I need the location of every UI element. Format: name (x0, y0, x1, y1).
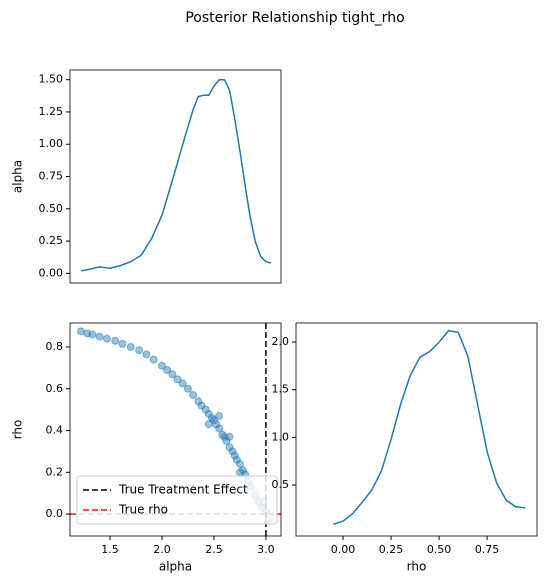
x-tick-label: 0.50 (427, 543, 452, 556)
y-tick-label: 0.50 (39, 202, 64, 215)
x-tick-label: 0.75 (475, 543, 500, 556)
axes-frame (295, 322, 538, 537)
density-line (80, 78, 272, 272)
y-tick-label: 2.0 (272, 335, 290, 348)
plot-area (333, 329, 526, 525)
y-tick-label: 0.8 (46, 340, 64, 353)
figure-title: Posterior Relationship tight_rho (185, 10, 404, 26)
scatter-point (209, 416, 218, 425)
y-tick-label: 0.00 (39, 266, 64, 279)
legend-label: True Treatment Effect (118, 483, 248, 497)
scatter-point (95, 332, 104, 341)
x-tick-label: 2.0 (153, 543, 171, 556)
x-axis-label: rho (407, 560, 427, 574)
density-line (333, 329, 526, 525)
y-tick-label: 0.4 (46, 424, 64, 437)
y-tick-label: 1.5 (272, 383, 290, 396)
legend: True Treatment Effect True rho (76, 475, 278, 525)
plot-area (80, 78, 272, 272)
x-tick-label: 3.0 (257, 543, 275, 556)
y-tick-label: 0.5 (272, 478, 290, 491)
y-tick-label: 0.6 (46, 382, 64, 395)
scatter-point (135, 346, 144, 355)
y-tick-label: 0.75 (39, 170, 64, 183)
scatter-point (149, 355, 158, 364)
y-tick-label: 1.25 (39, 105, 64, 118)
scatter-point (142, 350, 151, 359)
scatter-point (228, 447, 237, 456)
y-tick-label: 1.0 (272, 430, 290, 443)
legend-label: True rho (118, 503, 168, 517)
axes-frame (69, 69, 282, 284)
scatter-point (163, 365, 172, 374)
x-tick-label: 0.25 (379, 543, 404, 556)
scatter-point (88, 330, 97, 339)
scatter-point (118, 339, 127, 348)
y-tick-label: 1.50 (39, 73, 64, 86)
scatter-point (102, 334, 111, 343)
scatter-point (157, 361, 166, 370)
x-tick-label: 1.5 (101, 543, 119, 556)
scatter-point (178, 379, 187, 388)
scatter-point (111, 336, 120, 345)
scatter-point (168, 370, 177, 379)
scatter-point (230, 451, 239, 460)
axes-frame (69, 322, 282, 537)
scatter-point (235, 459, 244, 468)
scatter-point (204, 420, 213, 429)
x-axis-label: alpha (159, 560, 192, 574)
scatter-point (173, 375, 182, 384)
scatter-point (126, 343, 135, 352)
x-tick-label: 2.5 (205, 543, 223, 556)
scatter-point (189, 391, 198, 400)
legend-box (76, 475, 278, 525)
scatter-point (215, 411, 224, 420)
scatter-point (235, 468, 244, 477)
scatter-point (183, 384, 192, 393)
y-tick-label: 0.2 (46, 465, 64, 478)
scatter-point (215, 424, 224, 433)
x-tick-label: 0.00 (331, 543, 356, 556)
scatter-point (225, 432, 234, 441)
y-tick-label: 1.00 (39, 137, 64, 150)
y-axis-label: rho (11, 420, 25, 440)
y-axis-label: alpha (11, 160, 25, 193)
y-tick-label: 0.25 (39, 234, 64, 247)
y-tick-label: 0.0 (46, 507, 64, 520)
